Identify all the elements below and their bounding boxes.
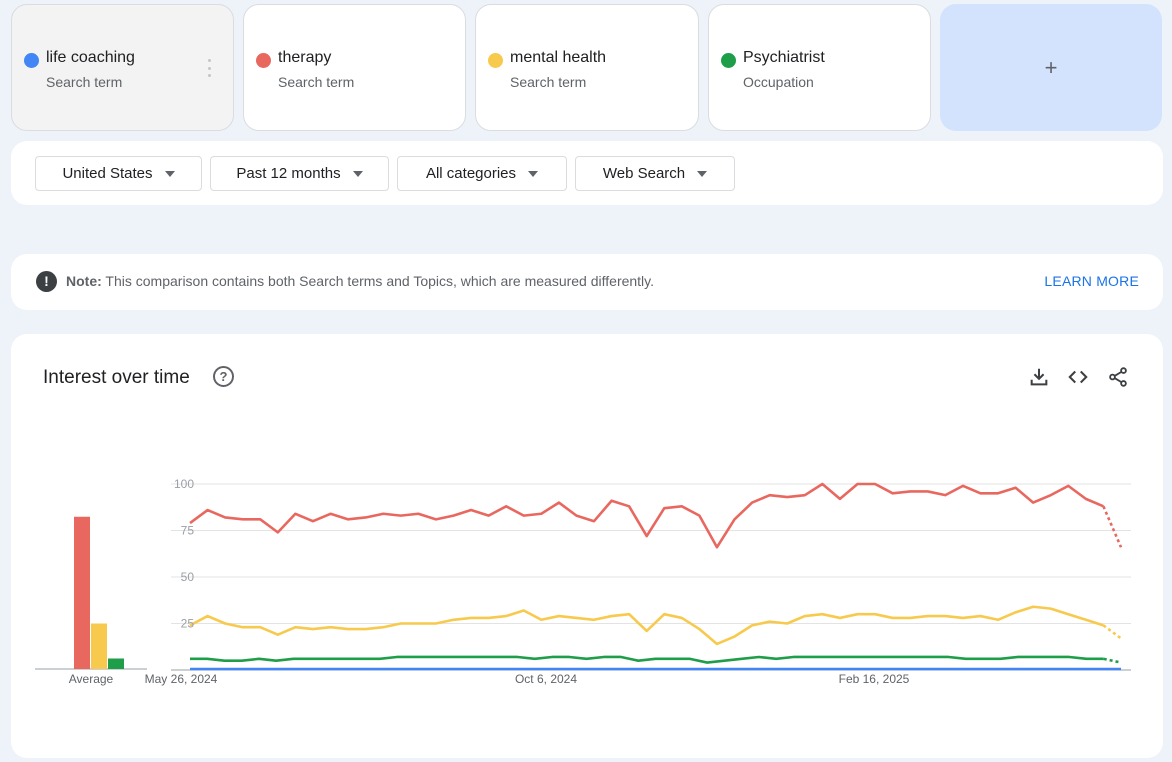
plus-icon: + [1044,55,1058,80]
term-name: Psychiatrist [743,49,825,66]
filter-bar: United States Past 12 months All categor… [11,141,1163,205]
search-property-label: Web Search [602,165,686,182]
dropdown-arrow-icon [697,170,708,177]
term-name: therapy [278,49,332,66]
dropdown-arrow-icon [528,170,539,177]
dropdown-arrow-icon [352,170,363,177]
embed-code-icon[interactable] [1067,366,1089,388]
panel-title: Interest over time [43,367,190,388]
search-property-dropdown[interactable]: Web Search [575,156,735,191]
series-color-dot [721,53,736,68]
category-label: All categories [425,165,517,182]
series-line-psychiatrist [190,655,1104,664]
help-circle-icon[interactable]: ? [213,366,234,387]
term-type: Search term [510,74,587,90]
interest-chart: 25 50 75 100 May 26, 2024 Oct 6, 2024 Feb 16, … [35,477,1131,686]
term-name: life coaching [46,49,135,66]
series-color-dot [488,53,503,68]
y-tick-label: 25 [181,617,195,631]
dropdown-arrow-icon [164,170,175,177]
y-tick-label: 100 [174,477,194,491]
series-color-dot [24,53,39,68]
time-range-dropdown[interactable]: Past 12 months [210,156,389,191]
category-dropdown[interactable]: All categories [397,156,567,191]
term-card-therapy[interactable]: therapy Search term [243,4,466,131]
x-tick-label: Oct 6, 2024 [515,672,577,686]
term-type: Occupation [743,74,814,90]
series-line-therapy [189,482,1104,549]
term-name: mental health [510,49,607,66]
x-tick-label: May 26, 2024 [145,672,218,686]
average-bar-psychiatrist [108,658,124,669]
interest-over-time-panel: Interest over time ? 25 50 75 100 May 26, 20… [11,334,1163,758]
share-icon[interactable] [1107,366,1129,388]
region-dropdown[interactable]: United States [35,156,202,191]
partial-segment-mental-health [1102,624,1122,640]
more-vert-icon[interactable] [207,59,211,77]
term-card-life-coaching[interactable]: life coaching Search term [11,4,234,131]
y-tick-label: 75 [181,524,195,538]
partial-segment-psychiatrist [1103,657,1122,664]
region-label: United States [62,165,153,182]
y-tick-label: 50 [181,570,195,584]
partial-segment-therapy [1102,505,1123,548]
term-type: Search term [278,74,355,90]
download-icon[interactable] [1028,366,1050,388]
note-label: Note: [66,273,102,289]
time-range-label: Past 12 months [236,165,341,182]
average-bar-therapy [74,516,90,669]
series-line-mental-health [189,605,1104,646]
average-label: Average [69,672,114,686]
learn-more-link[interactable]: LEARN MORE [1044,273,1139,289]
term-type: Search term [46,74,123,90]
x-tick-label: Feb 16, 2025 [839,672,910,686]
note-body: This comparison contains both Search ter… [101,273,655,289]
series-color-dot [256,53,271,68]
info-icon: ! [36,271,57,292]
add-comparison-button[interactable]: + [940,4,1162,131]
term-card-mental-health[interactable]: mental health Search term [475,4,699,131]
average-bar-mental-health [91,623,107,669]
term-card-psychiatrist[interactable]: Psychiatrist Occupation [708,4,931,131]
comparison-note: ! Note: This comparison contains both Se… [11,254,1163,310]
note-text: Note: This comparison contains both Sear… [66,273,654,289]
